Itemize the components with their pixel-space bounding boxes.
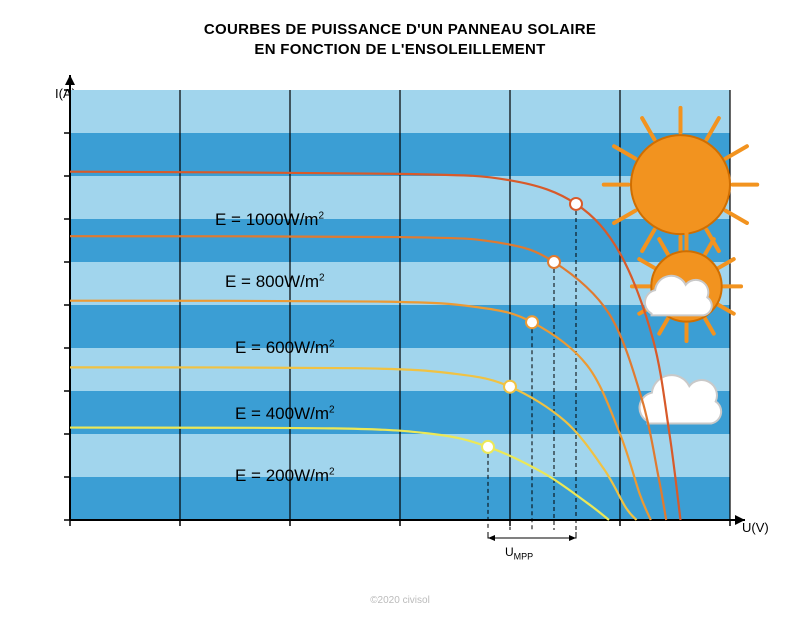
- curve-label-4: E = 200W/m2: [235, 466, 335, 486]
- mpp-marker-1: [548, 256, 560, 268]
- curve-label-sup: 2: [319, 272, 325, 283]
- curve-label-text: E = 1000W/m: [215, 210, 318, 229]
- umpp-label: UMPP: [505, 545, 533, 561]
- umpp-arrow-r: [569, 535, 576, 541]
- curve-label-text: E = 800W/m: [225, 272, 319, 291]
- mpp-marker-4: [482, 441, 494, 453]
- curve-label-text: E = 600W/m: [235, 338, 329, 357]
- curve-label-text: E = 400W/m: [235, 404, 329, 423]
- curve-label-1: E = 800W/m2: [225, 272, 325, 292]
- mpp-marker-0: [570, 198, 582, 210]
- title-line1: COURBES DE PUISSANCE D'UN PANNEAU SOLAIR…: [204, 21, 596, 38]
- curve-label-sup: 2: [329, 404, 335, 415]
- title-line2: EN FONCTION DE L'ENSOLEILLEMENT: [254, 41, 545, 58]
- mpp-marker-2: [526, 316, 538, 328]
- umpp-arrow-l: [488, 535, 495, 541]
- y-axis-arrow: [65, 75, 75, 85]
- x-axis-label: U(V): [742, 520, 769, 535]
- umpp-bracket: [488, 532, 576, 538]
- chart-title: COURBES DE PUISSANCE D'UN PANNEAU SOLAIR…: [0, 20, 800, 61]
- curve-label-sup: 2: [329, 338, 335, 349]
- curve-label-0: E = 1000W/m2: [215, 210, 324, 230]
- power-curves-chart: [70, 90, 730, 520]
- curve-label-sup: 2: [318, 210, 324, 221]
- curve-label-text: E = 200W/m: [235, 466, 329, 485]
- mpp-marker-3: [504, 381, 516, 393]
- curve-label-2: E = 600W/m2: [235, 338, 335, 358]
- copyright-text: ©2020 civisol: [0, 595, 800, 606]
- curve-label-sup: 2: [329, 466, 335, 477]
- curve-label-3: E = 400W/m2: [235, 404, 335, 424]
